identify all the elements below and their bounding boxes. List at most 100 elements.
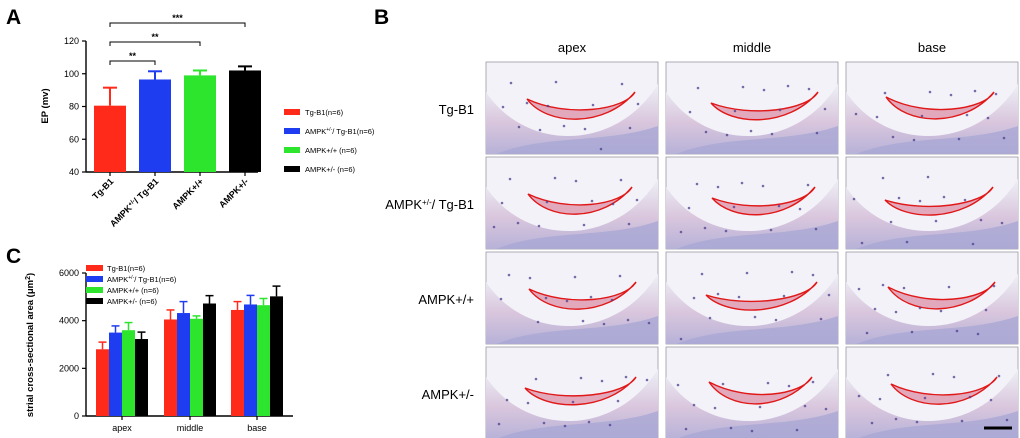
- chart-a-y-tick-label: 80: [69, 102, 79, 112]
- histology-nucleus: [528, 276, 532, 280]
- histology-nucleus: [947, 285, 951, 289]
- histology-nucleus: [716, 292, 720, 296]
- histology-nucleus: [891, 135, 895, 139]
- histology-nucleus: [852, 197, 856, 201]
- chart-c-bar: [257, 305, 270, 416]
- histology-row-label: AMPK+/-: [422, 387, 474, 402]
- chart-c-legend-label: AMPK+/-/ Tg-B1(n=6): [107, 275, 177, 284]
- histology-image: [485, 156, 659, 250]
- chart-a-legend-swatch: [284, 166, 300, 172]
- histology-nucleus: [628, 126, 632, 130]
- histology-nucleus: [873, 307, 877, 311]
- histology-nucleus: [827, 293, 831, 297]
- chart-a-significance-bracket: [109, 22, 246, 27]
- histology-nucleus: [590, 199, 594, 203]
- chart-c-bar: [109, 332, 122, 416]
- histology-nucleus: [770, 132, 774, 136]
- histology-column-label: apex: [558, 40, 587, 55]
- histology-nucleus: [926, 175, 930, 179]
- histology-nucleus: [721, 382, 725, 386]
- histology-nucleus: [684, 427, 688, 431]
- histology-nucleus: [627, 222, 631, 226]
- histology-nucleus: [878, 397, 882, 401]
- chart-c-legend-label: AMPK+/- (n=6): [107, 297, 158, 306]
- histology-nucleus: [857, 287, 861, 291]
- stria-vascularis-outline: [711, 186, 816, 216]
- histology-nucleus: [766, 381, 770, 385]
- histology-nucleus: [565, 299, 569, 303]
- chart-c-strial-area: strial cross-sectional area (μm2) 0 2000 4…: [25, 264, 293, 433]
- histology-nucleus: [599, 147, 603, 151]
- histology-nucleus: [618, 274, 622, 278]
- histology-nucleus: [920, 114, 924, 118]
- chart-a-y-tick-label: 40: [69, 167, 79, 177]
- histology-nucleus: [745, 271, 749, 275]
- histology-nucleus: [608, 423, 612, 427]
- chart-c-bar: [270, 296, 283, 416]
- histology-image: [665, 156, 839, 250]
- histology-column-label: middle: [733, 40, 771, 55]
- histology-nucleus: [973, 89, 977, 93]
- chart-a-significance-label: **: [151, 32, 159, 42]
- histology-nucleus: [713, 406, 717, 410]
- histology-nucleus: [708, 316, 712, 320]
- histology-nucleus: [971, 242, 975, 246]
- stria-vascularis-outline: [527, 186, 633, 215]
- histology-nucleus: [952, 375, 956, 379]
- chart-a-bar: [184, 75, 216, 172]
- histology-nucleus: [536, 320, 540, 324]
- histology-nucleus: [732, 205, 736, 209]
- histology-nucleus: [923, 396, 927, 400]
- histology-nucleus: [984, 308, 988, 312]
- histology-nucleus: [741, 85, 745, 89]
- histology-nucleus: [912, 138, 916, 142]
- chart-a-legend-label: AMPK+/-/ Tg-B1(n=6): [305, 127, 375, 136]
- histology-nucleus: [1000, 221, 1004, 225]
- histology-nucleus: [894, 310, 898, 314]
- histology-nucleus: [968, 395, 972, 399]
- histology-nucleus: [583, 127, 587, 131]
- histology-nucleus: [994, 92, 998, 96]
- histology-nucleus: [582, 223, 586, 227]
- histology-nucleus: [591, 103, 595, 107]
- histology-nucleus: [500, 201, 504, 205]
- histology-nucleus: [854, 112, 858, 116]
- histology-nucleus: [997, 374, 1001, 378]
- histology-nucleus: [501, 105, 505, 109]
- histology-nucleus: [740, 181, 744, 185]
- histology-bone: [676, 126, 838, 154]
- histology-nucleus: [508, 177, 512, 181]
- histology-nucleus: [704, 130, 708, 134]
- chart-a-y-tick-label: 100: [64, 69, 79, 79]
- histology-nucleus: [976, 332, 980, 336]
- chart-c-bar: [122, 330, 135, 416]
- histology-nucleus: [905, 240, 909, 244]
- histology-nucleus: [786, 84, 790, 88]
- chart-c-bar: [177, 313, 190, 416]
- chart-a-category-label: AMPK+/-/ Tg-B1: [108, 176, 160, 228]
- chart-a-bar: [139, 79, 171, 172]
- chart-c-bar: [96, 349, 109, 416]
- histology-row-label: AMPK+/+: [418, 292, 474, 307]
- histology-nucleus: [939, 309, 943, 313]
- histology-nucleus: [725, 133, 729, 137]
- chart-a-category-label: Tg-B1: [90, 176, 115, 201]
- stria-vascularis-outline: [885, 91, 995, 120]
- histology-nucleus: [931, 372, 935, 376]
- panel-letter-b: B: [374, 6, 389, 29]
- histology-nucleus: [716, 185, 720, 189]
- histology-image: [665, 346, 839, 438]
- chart-c-bar: [135, 339, 148, 416]
- chart-c-legend-swatch: [86, 298, 103, 304]
- histology-nucleus: [758, 405, 762, 409]
- histology-nucleus: [865, 331, 869, 335]
- histology-nucleus: [574, 179, 578, 183]
- histology-nucleus: [589, 295, 593, 299]
- histology-nucleus: [803, 404, 807, 408]
- histology-panel: apex middle base Tg-B1 AMPK+/-/ Tg-B1 AMPK+/+…: [385, 40, 1019, 438]
- chart-c-bar: [164, 319, 177, 416]
- histology-nucleus: [918, 199, 922, 203]
- histology-nucleus: [823, 107, 827, 111]
- histology-nucleus: [778, 108, 782, 112]
- stria-vascularis-outline: [884, 186, 994, 216]
